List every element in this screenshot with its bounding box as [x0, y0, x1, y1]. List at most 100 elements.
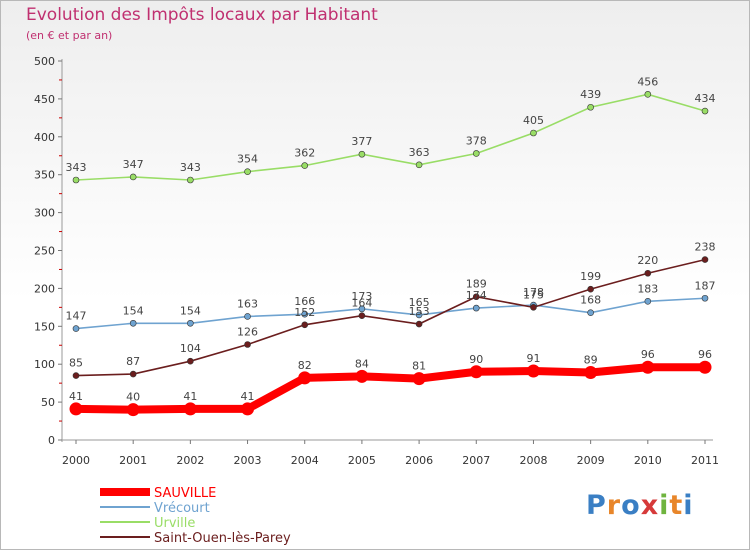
logo-letter: P: [586, 490, 607, 521]
data-label: 178: [523, 286, 544, 299]
y-tick-label: 0: [48, 434, 55, 447]
data-point: [129, 173, 137, 181]
data-point: [358, 150, 366, 158]
data-point: [129, 370, 137, 378]
series-line-vrécourt: [75, 297, 706, 330]
data-point: [644, 297, 652, 305]
data-label: 439: [580, 88, 601, 101]
x-tick-label: 2002: [176, 454, 204, 467]
data-label: 96: [698, 348, 712, 361]
y-tick-label: 100: [34, 358, 55, 371]
legend-label: Urville: [154, 516, 195, 531]
data-point: [358, 305, 366, 313]
data-point: [701, 107, 709, 115]
data-label: 165: [409, 296, 430, 309]
data-point: [587, 103, 594, 111]
data-point: [355, 369, 369, 383]
data-label: 405: [523, 114, 544, 127]
y-tick-label: 500: [34, 55, 55, 68]
legend-label: SAUVILLE: [154, 486, 216, 501]
data-label: 40: [126, 391, 140, 404]
data-label: 187: [695, 279, 716, 292]
series-line-saint-ouen-lès-parey: [75, 258, 706, 377]
data-label: 363: [409, 146, 430, 159]
data-point: [72, 372, 80, 379]
x-tick-label: 2008: [519, 454, 547, 467]
data-point: [587, 285, 594, 293]
data-label: 154: [123, 304, 144, 317]
data-label: 104: [180, 342, 201, 355]
chart-title: Evolution des Impôts locaux par Habitant: [26, 5, 378, 25]
logo-letter: x: [640, 490, 660, 521]
data-label: 163: [237, 297, 258, 310]
data-point: [187, 357, 194, 365]
data-point: [301, 310, 309, 318]
data-point: [358, 312, 366, 319]
data-label: 183: [637, 282, 658, 295]
series-line-urville: [75, 93, 706, 181]
data-label: 152: [294, 306, 315, 319]
x-tick-label: 2004: [291, 454, 319, 467]
data-point: [241, 402, 255, 416]
data-point: [72, 176, 80, 184]
y-tick-label: 400: [34, 131, 55, 144]
data-label: 238: [695, 241, 716, 254]
data-point: [415, 311, 423, 319]
data-label: 168: [580, 294, 601, 307]
data-label: 456: [637, 75, 658, 88]
data-label: 87: [126, 355, 140, 368]
data-label: 220: [637, 254, 658, 267]
data-point: [301, 162, 309, 169]
data-point: [187, 176, 194, 184]
data-point: [187, 319, 194, 327]
data-label: 189: [466, 278, 487, 291]
data-label: 96: [641, 348, 655, 361]
data-point: [126, 403, 140, 417]
x-tick-label: 2005: [348, 454, 376, 467]
data-point: [701, 256, 709, 263]
data-point: [526, 364, 540, 378]
y-tick-label: 350: [34, 169, 55, 182]
data-label: 126: [237, 325, 258, 338]
x-tick-label: 2001: [119, 454, 147, 467]
data-label: 90: [469, 353, 483, 366]
chart-subtitle: (en € et par an): [26, 29, 113, 42]
data-point: [412, 372, 426, 386]
data-label: 41: [183, 390, 197, 403]
data-label: 82: [298, 359, 312, 372]
y-tick-label: 150: [34, 320, 55, 333]
x-tick-label: 2010: [634, 454, 662, 467]
data-point: [641, 360, 655, 374]
data-point: [472, 304, 480, 312]
data-point: [530, 304, 537, 311]
data-label: 166: [294, 295, 315, 308]
data-label: 175: [523, 288, 544, 301]
logo-letter: i: [683, 490, 694, 521]
data-point: [301, 321, 309, 329]
y-tick-label: 200: [34, 282, 55, 295]
legend-label: Vrécourt: [154, 501, 210, 516]
y-tick-label: 300: [34, 207, 55, 220]
series-line-sauville: [72, 363, 709, 414]
data-label: 362: [294, 147, 315, 160]
x-tick-label: 2007: [462, 454, 490, 467]
data-label: 91: [526, 352, 540, 365]
data-point: [472, 150, 480, 157]
data-label: 354: [237, 153, 258, 166]
data-point: [244, 341, 251, 348]
data-label: 154: [180, 304, 201, 317]
data-point: [415, 161, 423, 169]
proxiti-logo: Proxiti: [586, 490, 694, 521]
x-tick-label: 2000: [62, 454, 90, 467]
data-label: 41: [69, 390, 83, 403]
data-point: [644, 91, 652, 98]
data-point: [183, 402, 197, 416]
data-label: 81: [412, 360, 426, 373]
data-point: [584, 366, 598, 380]
data-label: 173: [351, 290, 372, 303]
data-point: [72, 325, 80, 332]
data-label: 434: [695, 92, 716, 105]
data-label: 41: [241, 390, 255, 403]
